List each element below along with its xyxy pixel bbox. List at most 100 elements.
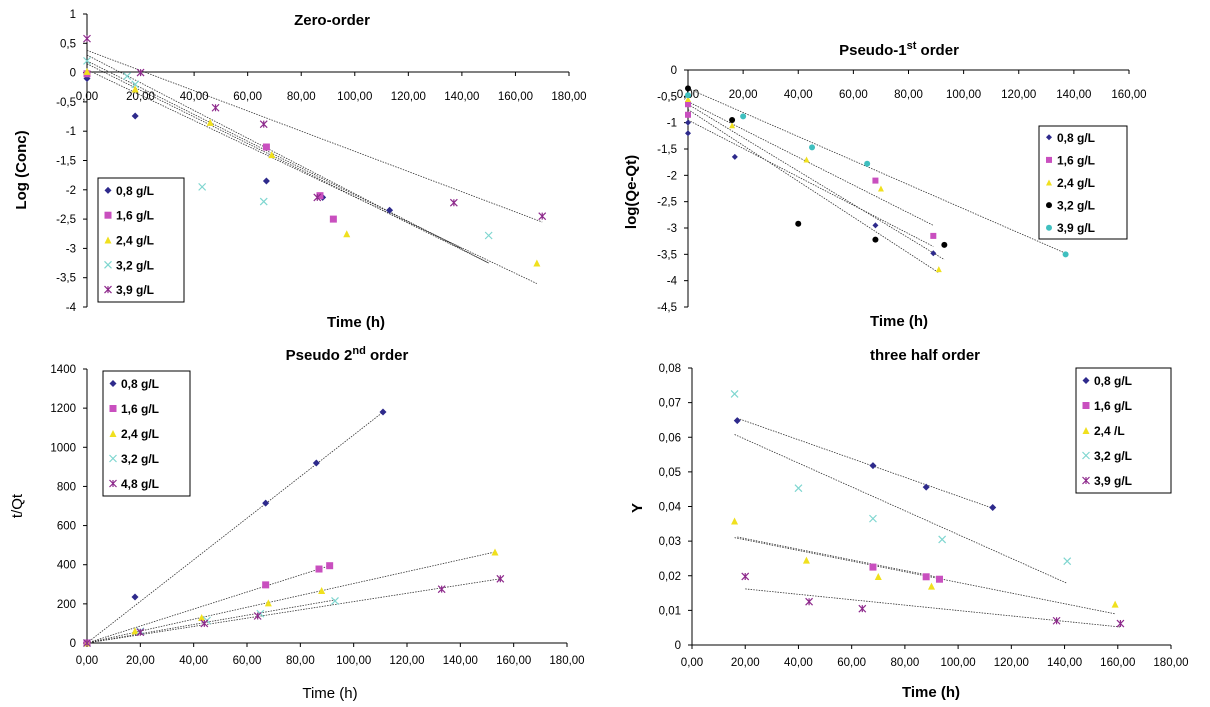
x-tick-label: 100,00 [941, 657, 976, 669]
data-point [538, 212, 547, 221]
data-point [83, 56, 91, 65]
x-tick-label: 80,00 [286, 655, 315, 667]
y-tick-label: 0,06 [659, 432, 681, 444]
legend-marker [104, 260, 112, 269]
x-tick-label: 160,00 [1111, 89, 1146, 101]
data-point [930, 250, 937, 257]
data-point [805, 597, 814, 606]
data-point [484, 231, 493, 240]
x-tick-label: 140,00 [1047, 657, 1082, 669]
trend-line [687, 103, 945, 260]
data-point [491, 548, 499, 556]
y-tick-label: 1000 [50, 442, 76, 454]
legend-label: 2,4 g/L [121, 427, 159, 441]
data-point [872, 236, 879, 243]
legend-marker [104, 186, 112, 194]
chart-title-suffix: order [916, 42, 959, 59]
x-tick-label: 120,00 [391, 91, 426, 103]
x-tick-label: 60,00 [233, 655, 262, 667]
y-tick-label: 200 [57, 599, 76, 611]
x-tick-label: 80,00 [894, 89, 923, 101]
legend-label: 4,8 g/L [121, 477, 159, 491]
data-point [386, 206, 394, 214]
y-tick-label: -3 [667, 223, 677, 235]
data-point [729, 122, 736, 129]
data-point [131, 593, 139, 601]
trend-line [687, 109, 940, 274]
y-axis-label: Log (Conc) [13, 130, 30, 209]
legend-marker [109, 479, 117, 488]
y-tick-label: 0 [70, 638, 76, 650]
legend-label: 3,2 g/L [121, 452, 159, 466]
y-axis-label: Y [629, 503, 646, 513]
data-point [331, 596, 339, 605]
data-point [533, 259, 541, 267]
legend-label: 3,9 g/L [1094, 474, 1132, 488]
data-point [496, 574, 505, 583]
trend-line [745, 588, 1121, 628]
data-point [131, 112, 139, 120]
chart-title-sup: nd [352, 345, 365, 357]
data-point [131, 627, 139, 635]
chart-title-main: Zero-order [294, 12, 370, 29]
data-point [318, 587, 326, 595]
x-tick-label: 0,00 [681, 657, 703, 669]
chart-title: Pseudo 2nd order [286, 345, 409, 364]
data-point [731, 517, 739, 525]
data-point [198, 614, 206, 622]
x-tick-label: 20,00 [729, 89, 758, 101]
y-tick-label: -0,5 [56, 97, 76, 109]
chart-title-main: three half order [870, 347, 980, 364]
legend-box [1075, 367, 1172, 494]
chart-panel-2: 0-0,5-1-1,5-2-2,5-3-3,5-4-4,50,0020,0040… [623, 40, 1147, 330]
legend-label: 2,4 g/L [1057, 176, 1095, 190]
x-tick-label: 100,00 [336, 655, 371, 667]
data-point [869, 514, 877, 523]
data-point [264, 599, 272, 607]
x-tick-label: 100,00 [337, 91, 372, 103]
x-tick-label: 160,00 [496, 655, 531, 667]
x-axis-label: Time (h) [327, 314, 385, 331]
data-point [449, 198, 458, 207]
data-point [83, 67, 91, 75]
x-tick-label: 0,00 [76, 91, 98, 103]
y-tick-label: -2 [66, 185, 76, 197]
data-point [326, 562, 334, 570]
trend-line [737, 417, 993, 509]
legend-marker [1082, 377, 1090, 384]
chart-title-suffix: order [366, 347, 409, 364]
y-tick-label: 0,01 [659, 605, 681, 617]
y-tick-label: 0,5 [60, 38, 76, 50]
data-point [315, 565, 323, 573]
legend-label: 3,9 g/L [116, 283, 154, 297]
trend-line [737, 536, 940, 578]
y-tick-label: 0 [671, 65, 677, 77]
x-tick-label: 120,00 [389, 655, 424, 667]
data-point [938, 535, 947, 544]
x-tick-label: 80,00 [890, 657, 919, 669]
x-tick-label: 180,00 [1153, 657, 1188, 669]
x-tick-label: 180,00 [549, 655, 584, 667]
data-point [262, 143, 270, 151]
legend-marker [104, 211, 112, 219]
legend-marker [109, 430, 117, 437]
chart-panel-3: 1400 1200 1000 800 600 400 200 00,00 20,00 40,00 6… [9, 345, 585, 702]
y-tick-label: 0,05 [659, 467, 681, 479]
data-point [935, 266, 942, 273]
y-tick-label: 400 [57, 560, 76, 572]
legend-box [102, 370, 191, 497]
data-point [1052, 616, 1061, 625]
data-point [741, 572, 750, 581]
legend-marker [1082, 451, 1090, 460]
trend-line [734, 434, 1068, 584]
data-point [731, 153, 738, 160]
data-point [733, 417, 741, 425]
data-point [1062, 251, 1069, 258]
chart-title: Zero-order [294, 12, 370, 29]
data-point [858, 604, 867, 613]
legend-box [1038, 125, 1128, 240]
y-tick-label: -2,5 [657, 197, 677, 209]
data-point [262, 581, 270, 589]
y-tick-label: -2,5 [56, 214, 76, 226]
x-tick-label: 0,00 [76, 655, 98, 667]
